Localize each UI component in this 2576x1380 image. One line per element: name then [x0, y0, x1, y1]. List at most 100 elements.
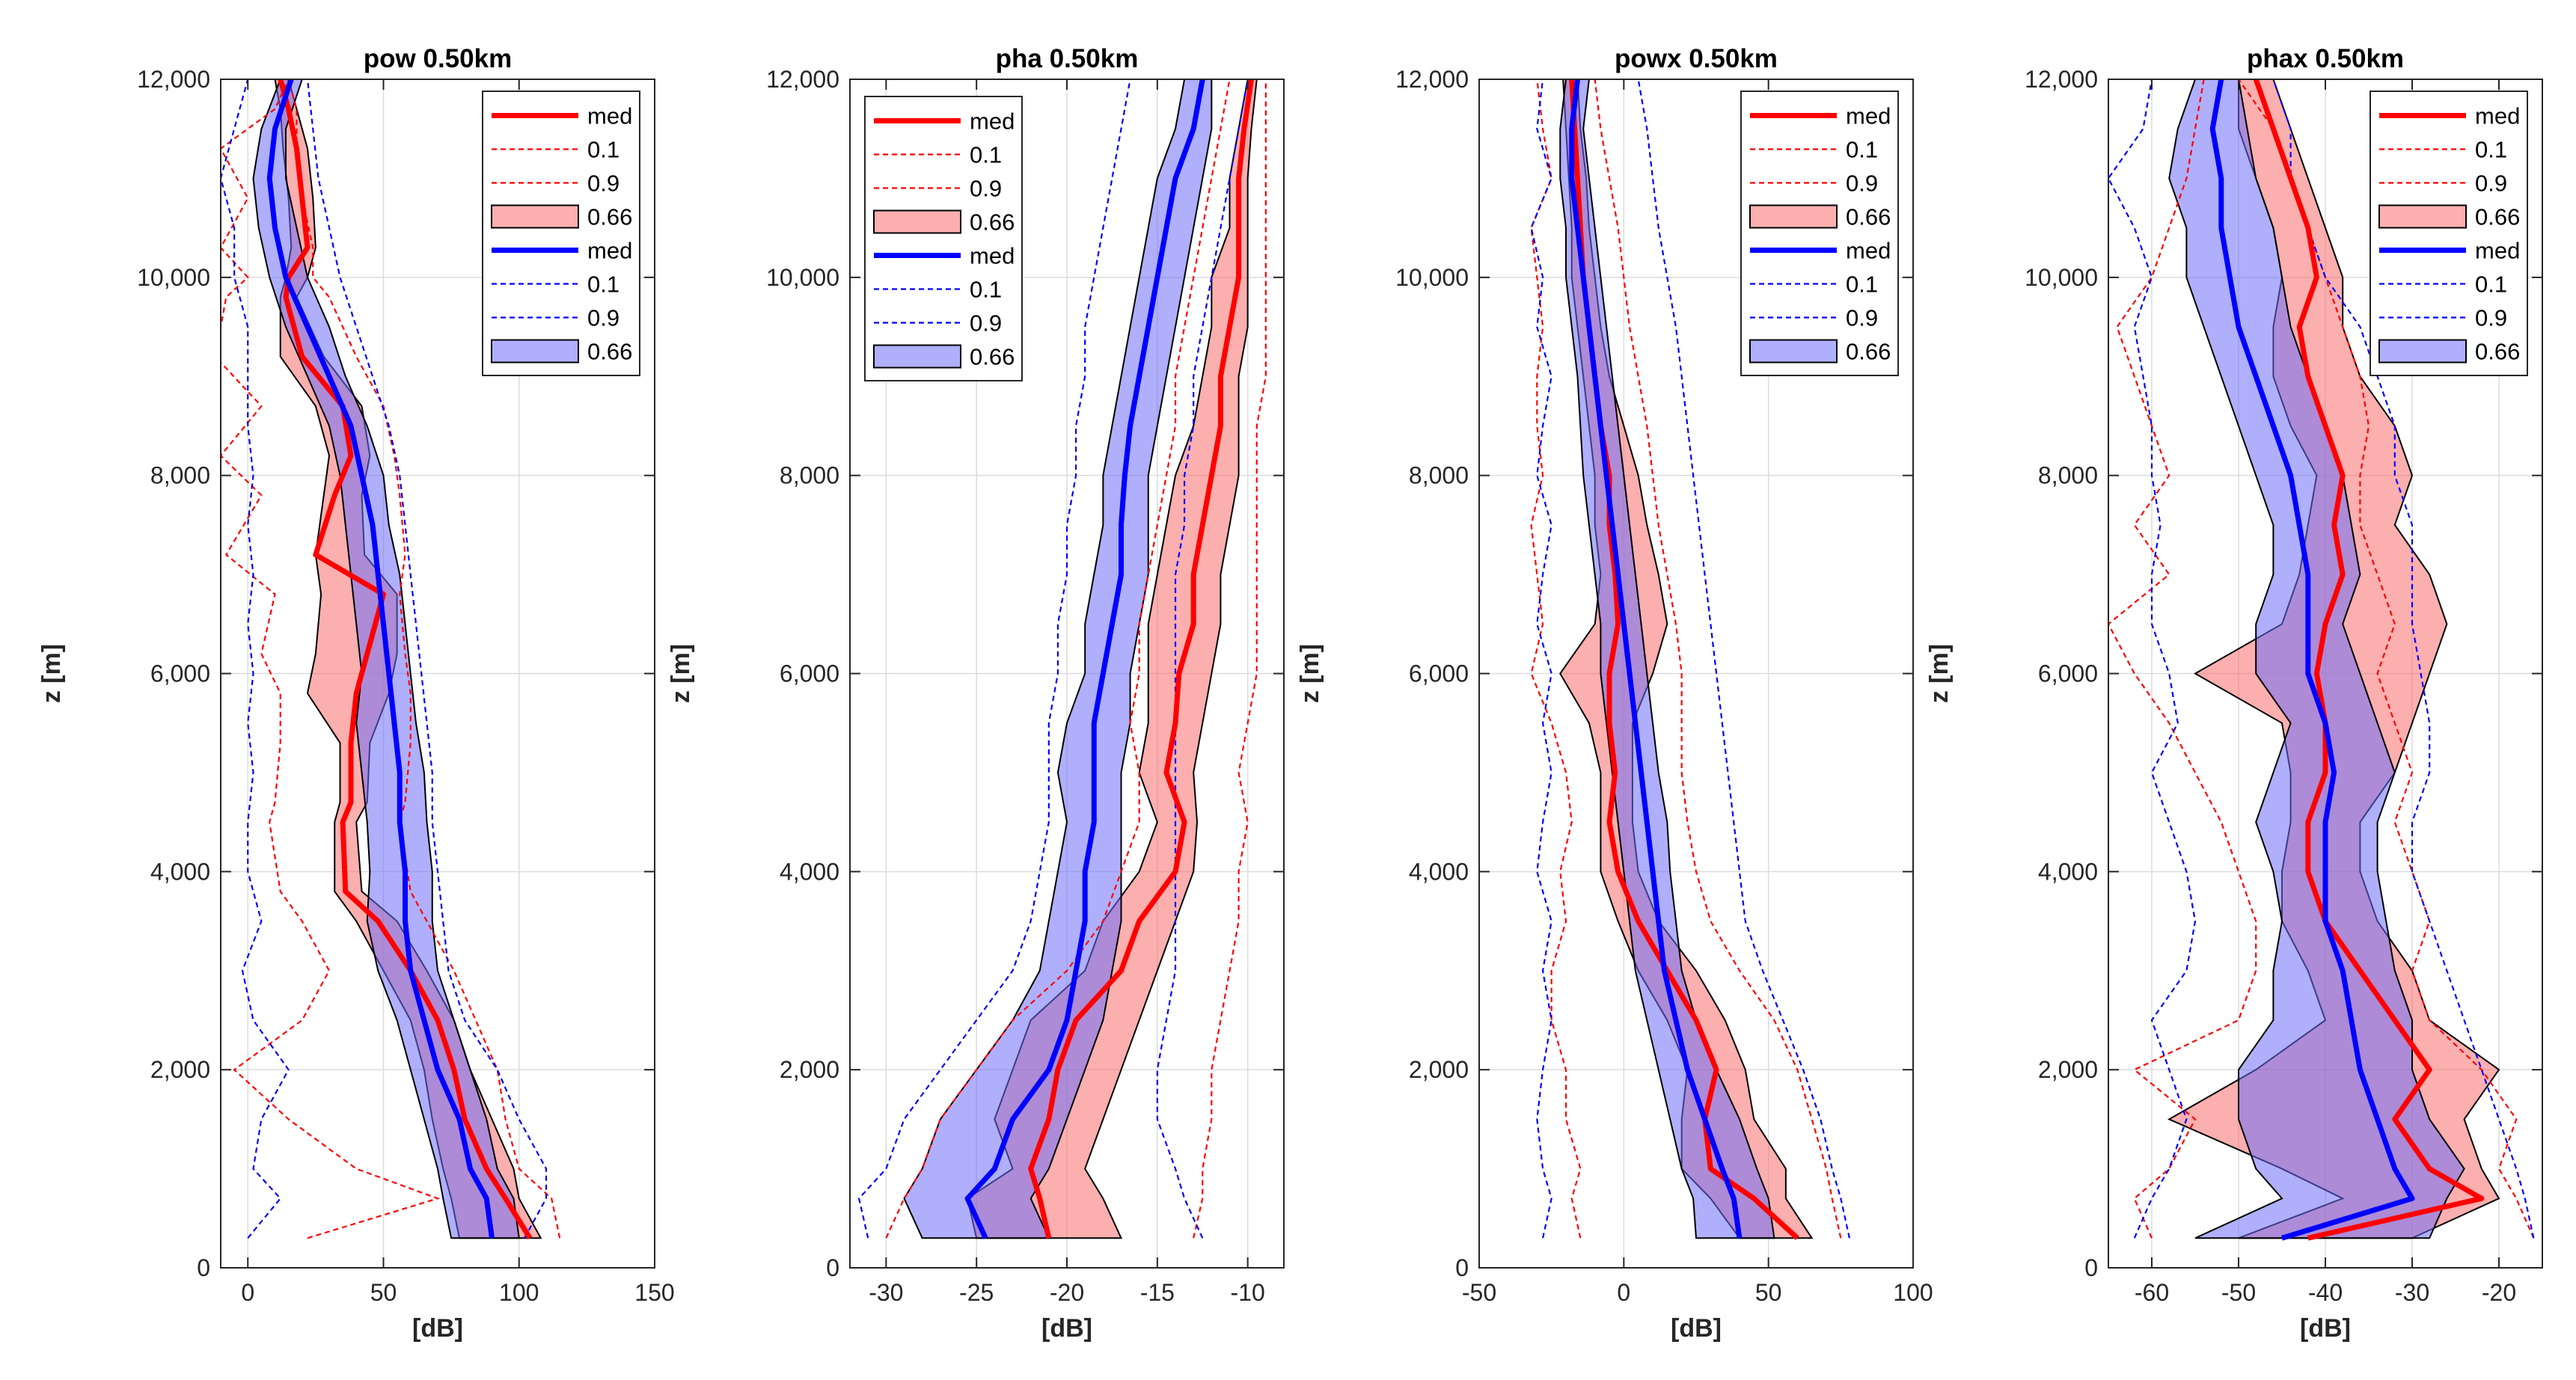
x-tick-label: -30: [2395, 1279, 2429, 1306]
x-axis-label: [dB]: [412, 1314, 463, 1343]
x-tick-label: -20: [2482, 1279, 2516, 1306]
y-tick-label: 8,000: [150, 462, 210, 489]
legend-swatch-band-red: [873, 209, 961, 234]
legend-swatch-band-blue: [2378, 339, 2467, 364]
chart-title: pha 0.50km: [996, 44, 1139, 73]
y-tick-label: 6,000: [2038, 660, 2098, 687]
y-tick-label: 6,000: [150, 660, 210, 687]
legend-label: med: [2475, 238, 2520, 264]
y-axis-label: z [m]: [37, 644, 66, 703]
line-q10-blue: [221, 79, 290, 1239]
legend-label: 0.9: [1846, 171, 1878, 197]
line-med-red: [278, 79, 533, 1240]
x-tick-label: -50: [1462, 1279, 1496, 1306]
line-q10-red: [1530, 79, 1582, 1239]
x-tick-label: -25: [959, 1279, 994, 1306]
legend-label: 0.9: [587, 305, 619, 331]
x-tick-label: -15: [1140, 1279, 1175, 1306]
chart-title: powx 0.50km: [1615, 44, 1778, 73]
line-q10-red: [221, 79, 441, 1239]
line-q10-red: [885, 79, 1231, 1239]
x-tick-label: -30: [869, 1279, 903, 1306]
legend-label: 0.66: [970, 209, 1015, 236]
y-tick-label: 4,000: [780, 858, 839, 885]
legend-label: 0.1: [1846, 137, 1878, 163]
plot-content: [2108, 79, 2535, 1241]
x-axis-label: [dB]: [1671, 1314, 1722, 1343]
y-tick-label: 8,000: [2038, 462, 2098, 489]
line-q90-red: [2238, 79, 2535, 1239]
band-66-blue: [903, 79, 1213, 1239]
legend-box: [864, 96, 1023, 381]
line-q90-blue: [1156, 79, 1249, 1239]
x-tick-label: 150: [634, 1279, 674, 1306]
line-med-red: [1028, 79, 1254, 1239]
x-tick-label: 0: [1617, 1279, 1630, 1306]
legend-label: 0.9: [2475, 305, 2507, 331]
legend-label: 0.66: [2475, 339, 2520, 365]
legend-label: 0.66: [1846, 339, 1891, 365]
x-tick-label: -20: [1050, 1279, 1084, 1306]
line-med-blue: [2209, 79, 2415, 1241]
legend: med 0.1 0.9 0.66 med 0.1 0.9 0.66: [864, 96, 1023, 381]
legend-label: 0.9: [1846, 305, 1878, 331]
y-tick-label: 0: [2084, 1254, 2098, 1281]
legend-label: med: [970, 108, 1015, 135]
y-tick-label: 2,000: [780, 1056, 839, 1083]
legend-swatch-band-red: [491, 204, 579, 229]
y-tick-label: 2,000: [1409, 1056, 1469, 1083]
legend-label: 0.1: [2475, 272, 2507, 298]
panel-pha-0-50km: 0 2,000 4,000 6,000 8,000 10,000 12,000 -30 -25 -…: [667, 44, 1285, 1343]
y-tick-label: 10,000: [1395, 264, 1469, 291]
panel-pow-0-50km: 0 2,000 4,000 6,000 8,000 10,000 12,000 0 50 100 1…: [37, 44, 675, 1343]
legend-label: 0.9: [2475, 171, 2507, 197]
legend-label: med: [1846, 238, 1891, 264]
line-q90-blue: [1637, 79, 1851, 1239]
x-tick-label: 100: [499, 1279, 539, 1306]
x-tick-label: 100: [1893, 1279, 1933, 1306]
legend-box: [1740, 91, 1899, 376]
legend-label: 0.1: [970, 142, 1002, 168]
line-q90-blue: [2272, 79, 2535, 1239]
line-q10-blue: [2108, 79, 2197, 1239]
chart-title: phax 0.50km: [2247, 44, 2404, 73]
y-tick-label: 2,000: [2038, 1056, 2098, 1083]
legend-label: 0.1: [587, 137, 619, 163]
line-q90-red: [1594, 79, 1842, 1239]
legend-swatch-band-blue: [491, 339, 579, 364]
line-med-blue: [266, 79, 495, 1239]
panel-phax-0-50km: 0 2,000 4,000 6,000 8,000 10,000 12,000 -60 -50 -…: [1925, 44, 2543, 1343]
chart-title: pow 0.50km: [364, 44, 512, 73]
y-tick-label: 12,000: [137, 66, 210, 93]
x-axis-label: [dB]: [1041, 1314, 1092, 1343]
legend-label: med: [1846, 103, 1891, 129]
legend-label: 0.66: [970, 344, 1015, 370]
band-66-blue: [1559, 79, 1775, 1239]
x-tick-label: 50: [1755, 1279, 1782, 1306]
plot-content: [857, 79, 1267, 1239]
y-tick-label: 10,000: [137, 264, 210, 291]
y-axis-label: z [m]: [1296, 644, 1324, 703]
x-tick-label: -10: [1231, 1279, 1265, 1306]
line-q90-blue: [306, 79, 548, 1239]
plot-content: [1530, 79, 1851, 1240]
y-axis-label: z [m]: [1925, 644, 1954, 703]
x-axis-label: [dB]: [2300, 1314, 2351, 1343]
x-tick-label: 0: [241, 1279, 254, 1306]
y-tick-label: 0: [1455, 1254, 1469, 1281]
legend-label: med: [970, 243, 1015, 269]
line-q10-blue: [857, 79, 1131, 1239]
x-tick-label: -60: [2135, 1279, 2169, 1306]
x-tick-label: 50: [370, 1279, 397, 1306]
y-tick-label: 10,000: [766, 264, 839, 291]
y-tick-label: 4,000: [2038, 858, 2098, 885]
line-q90-red: [287, 79, 561, 1239]
line-med-blue: [964, 79, 1205, 1239]
legend-label: 0.1: [2475, 137, 2507, 163]
legend-swatch-band-red: [2378, 204, 2467, 229]
y-tick-label: 2,000: [150, 1056, 210, 1083]
line-med-red: [2253, 79, 2485, 1241]
legend-label: 0.9: [970, 310, 1002, 337]
y-tick-label: 4,000: [1409, 858, 1469, 885]
